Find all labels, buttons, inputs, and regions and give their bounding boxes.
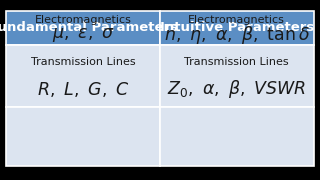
Text: Intuitive Parameters: Intuitive Parameters [160,21,314,34]
Bar [6,107,160,166]
Text: $R,\  L,\  G,\  C$: $R,\ L,\ G,\ C$ [37,80,130,99]
Bar [6,45,160,107]
Text: $\mu,\  \varepsilon,\  \sigma$: $\mu,\ \varepsilon,\ \sigma$ [52,26,115,44]
Text: Electromagnetics: Electromagnetics [188,15,285,25]
Text: $Z_0,\  \alpha,\  \beta,\  \mathregular{VSWR}$: $Z_0,\ \alpha,\ \beta,\ \mathregular{VSW… [167,78,307,100]
Bar [160,45,314,107]
Bar [160,107,314,166]
Text: Transmission Lines: Transmission Lines [185,57,289,67]
Bar [6,11,160,45]
Text: Transmission Lines: Transmission Lines [31,57,135,67]
Text: $n,\  \eta,\  \alpha,\  \beta,\  \tan\delta$: $n,\ \eta,\ \alpha,\ \beta,\ \tan\delta$ [164,24,310,46]
Text: Electromagnetics: Electromagnetics [35,15,132,25]
Text: Fundamental Parameters: Fundamental Parameters [0,21,178,34]
Bar [160,11,314,45]
